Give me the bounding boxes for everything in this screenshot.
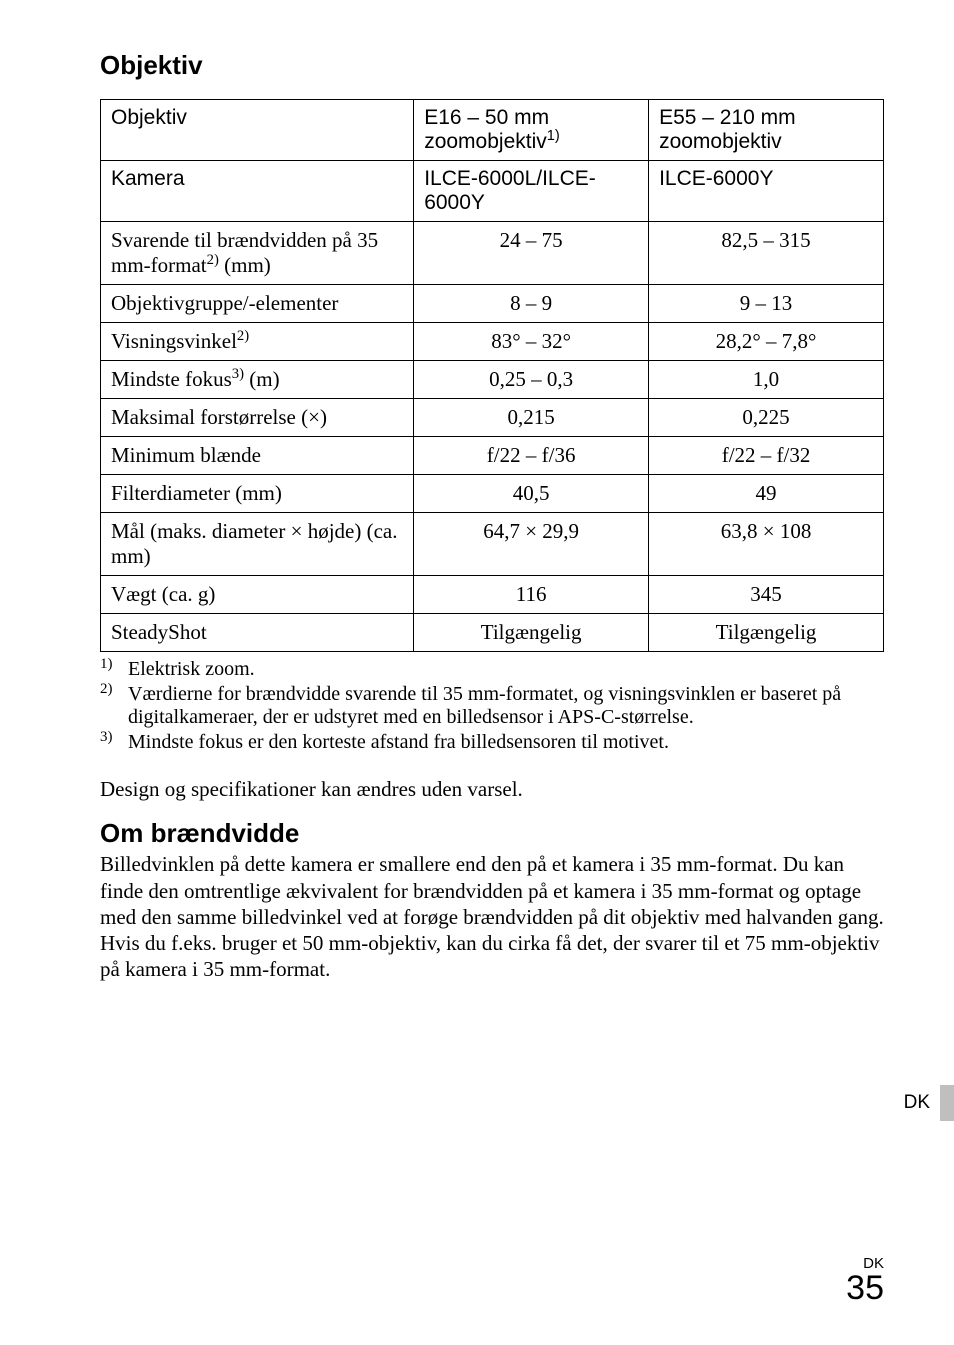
row-label: Vægt (ca. g) <box>101 576 414 614</box>
page-number: DK 35 <box>846 1256 884 1305</box>
table-header-row: Kamera ILCE-6000L/ILCE-6000Y ILCE-6000Y <box>101 161 884 222</box>
table-row: Filterdiameter (mm)40,549 <box>101 475 884 513</box>
row-val1: 64,7 × 29,9 <box>414 513 649 576</box>
row-label: Filterdiameter (mm) <box>101 475 414 513</box>
hdr-lens2: E55 – 210 mm zoomobjektiv <box>649 100 884 161</box>
page-number-value: 35 <box>846 1271 884 1305</box>
footnote-text: Mindste fokus er den korteste afstand fr… <box>128 731 669 754</box>
footnote-num: 2) <box>100 681 128 727</box>
row-val1: 116 <box>414 576 649 614</box>
row-val1: 0,25 – 0,3 <box>414 361 649 399</box>
row-val2: Tilgængelig <box>649 614 884 652</box>
spec-table: Objektiv E16 – 50 mm zoomobjektiv1) E55 … <box>100 99 884 652</box>
row-val1: 40,5 <box>414 475 649 513</box>
table-header-row: Objektiv E16 – 50 mm zoomobjektiv1) E55 … <box>101 100 884 161</box>
manual-page: Objektiv Objektiv E16 – 50 mm zoomobjekt… <box>0 0 954 1345</box>
hdr-lens1: E16 – 50 mm zoomobjektiv1) <box>414 100 649 161</box>
row-val1: 24 – 75 <box>414 222 649 285</box>
section-heading: Objektiv <box>100 50 884 81</box>
row-val2: 0,225 <box>649 399 884 437</box>
hdr-objektiv: Objektiv <box>101 100 414 161</box>
hdr-lens1-text: E16 – 50 mm zoomobjektiv <box>424 106 549 153</box>
footnote: 1)Elektrisk zoom. <box>100 658 884 681</box>
footnote: 3)Mindste fokus er den korteste afstand … <box>100 731 884 754</box>
footnote-text: Værdierne for brændvidde svarende til 35… <box>128 683 884 729</box>
row-val2: 82,5 – 315 <box>649 222 884 285</box>
footnote-num: 1) <box>100 656 128 679</box>
row-val2: f/22 – f/32 <box>649 437 884 475</box>
row-val2: 9 – 13 <box>649 285 884 323</box>
row-val2: 49 <box>649 475 884 513</box>
hdr-kamera: Kamera <box>101 161 414 222</box>
notice-text: Design og specifikationer kan ændres ude… <box>100 776 884 802</box>
row-label: Objektivgruppe/-elementer <box>101 285 414 323</box>
footnote-num: 3) <box>100 729 128 752</box>
row-label: Visningsvinkel2) <box>101 323 414 361</box>
footnote: 2)Værdierne for brændvidde svarende til … <box>100 683 884 729</box>
row-val2: 63,8 × 108 <box>649 513 884 576</box>
row-label: Maksimal forstørrelse (×) <box>101 399 414 437</box>
table-row: Visningsvinkel2)83° – 32°28,2° – 7,8° <box>101 323 884 361</box>
hdr-cam2: ILCE-6000Y <box>649 161 884 222</box>
footnotes: 1)Elektrisk zoom.2)Værdierne for brændvi… <box>100 658 884 754</box>
row-val1: f/22 – f/36 <box>414 437 649 475</box>
row-val1: 83° – 32° <box>414 323 649 361</box>
table-row: Minimum blændef/22 – f/36f/22 – f/32 <box>101 437 884 475</box>
table-row: Mindste fokus3) (m)0,25 – 0,31,0 <box>101 361 884 399</box>
table-row: Mål (maks. diameter × højde) (ca. mm)64,… <box>101 513 884 576</box>
footnote-text: Elektrisk zoom. <box>128 658 255 681</box>
side-label: DK <box>904 1092 930 1114</box>
hdr-lens1-sup: 1) <box>547 128 560 144</box>
row-label: Svarende til brændvidden på 35 mm-format… <box>101 222 414 285</box>
table-row: Maksimal forstørrelse (×)0,2150,225 <box>101 399 884 437</box>
paragraph: Billedvinklen på dette kamera er smaller… <box>100 851 884 982</box>
side-tab <box>940 1085 954 1121</box>
row-label: SteadyShot <box>101 614 414 652</box>
hdr-cam1: ILCE-6000L/ILCE-6000Y <box>414 161 649 222</box>
table-row: Objektivgruppe/-elementer8 – 99 – 13 <box>101 285 884 323</box>
row-val2: 1,0 <box>649 361 884 399</box>
row-val2: 28,2° – 7,8° <box>649 323 884 361</box>
row-val1: Tilgængelig <box>414 614 649 652</box>
table-row: Svarende til brændvidden på 35 mm-format… <box>101 222 884 285</box>
row-val1: 8 – 9 <box>414 285 649 323</box>
sub-heading: Om brændvidde <box>100 818 884 849</box>
row-label: Minimum blænde <box>101 437 414 475</box>
row-label: Mål (maks. diameter × højde) (ca. mm) <box>101 513 414 576</box>
row-val2: 345 <box>649 576 884 614</box>
table-row: Vægt (ca. g)116345 <box>101 576 884 614</box>
row-val1: 0,215 <box>414 399 649 437</box>
row-label: Mindste fokus3) (m) <box>101 361 414 399</box>
table-row: SteadyShotTilgængeligTilgængelig <box>101 614 884 652</box>
